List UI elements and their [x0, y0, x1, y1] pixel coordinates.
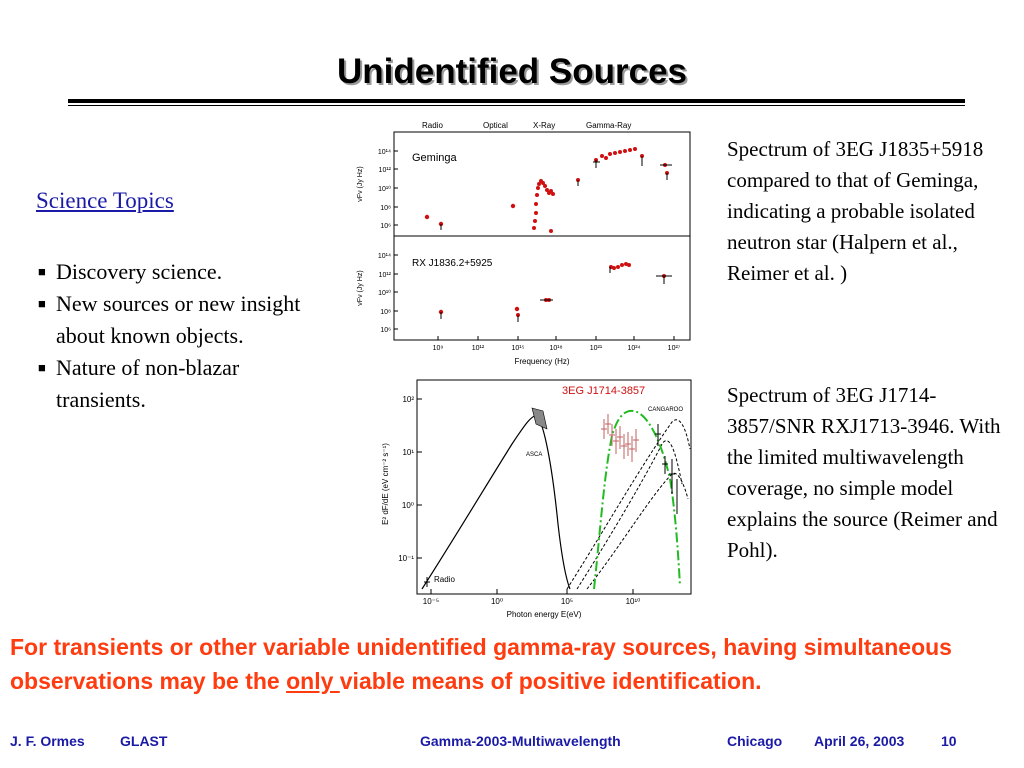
- pion-decay-model-curve: [593, 409, 681, 590]
- asca-butterfly: [531, 407, 548, 430]
- xtick-label: 10¹²: [472, 345, 485, 352]
- bullet-text: New sources or new insight about known o…: [56, 291, 301, 348]
- note-text-underlined: only: [286, 668, 340, 694]
- title-rule-thick: [68, 99, 965, 103]
- ytick-label: 10¹⁴: [378, 149, 391, 156]
- footer-conference: Gamma-2003-Multiwavelength: [420, 733, 621, 749]
- square-bullet-icon: ■: [38, 360, 46, 375]
- ytick-label: 10¹⁰: [378, 289, 391, 297]
- science-topics-list: ■ Discovery science. ■ New sources or new …: [36, 256, 311, 416]
- ytick-label: 10⁶: [380, 327, 391, 334]
- square-bullet-icon: ■: [38, 264, 46, 279]
- source-label: 3EG J1714-3857: [562, 385, 645, 397]
- x-axis-title: Photon energy E(eV): [507, 610, 582, 619]
- note-text-end: viable means of positive identification.: [339, 668, 762, 694]
- ytick-label: 10⁸: [380, 205, 391, 212]
- xtick-label: 10⁵: [561, 597, 573, 606]
- ytick-label: 10⁻¹: [398, 554, 414, 563]
- ytick-label: 10⁶: [380, 223, 391, 230]
- bullet-item: ■ Discovery science.: [36, 256, 311, 288]
- band-label-xray: X-Ray: [533, 121, 555, 130]
- page-title: Unidentified Sources: [336, 52, 688, 91]
- bullet-text: Discovery science.: [56, 259, 223, 284]
- footer-date: April 26, 2003: [814, 733, 905, 749]
- title-rule-thin: [68, 105, 965, 106]
- xtick-label: 10⁹: [433, 345, 444, 352]
- bullet-text: Nature of non-blazar transients.: [56, 355, 240, 412]
- radio-data-point: [424, 577, 430, 587]
- rxj-data-series: [438, 262, 666, 317]
- plot-frame: [416, 379, 692, 595]
- xtick-label: 10⁻⁵: [423, 597, 439, 606]
- band-label-gamma: Gamma-Ray: [586, 121, 631, 130]
- square-bullet-icon: ■: [38, 296, 46, 311]
- cangaroo-label: CANGAROO: [648, 407, 683, 413]
- ytick-label: 10²: [402, 395, 414, 404]
- y-axis-title: E² dF/dE (eV cm⁻² s⁻¹): [381, 443, 390, 525]
- footer-page-number: 10: [941, 733, 957, 749]
- xtick-label: 10²⁷: [668, 345, 681, 352]
- ic-model-curve: [576, 440, 683, 590]
- xtick-label: 10²¹: [590, 345, 603, 352]
- geminga-data-series: [424, 147, 669, 233]
- xtick-label: 10¹⁵: [511, 345, 524, 352]
- ytick-label: 10¹: [402, 448, 414, 457]
- y-axis-title: νFν (Jy Hz): [357, 270, 364, 305]
- geminga-panel-label: Geminga: [412, 152, 458, 164]
- note-text-start: For transients or other variable unident…: [10, 634, 952, 694]
- ytick-label: 10¹⁴: [378, 253, 391, 260]
- xtick-label: 10²⁴: [627, 345, 640, 352]
- snr-spectrum-description: Spectrum of 3EG J1714-3857/SNR RXJ1713-3…: [727, 383, 1001, 562]
- band-label-optical: Optical: [483, 121, 508, 130]
- secondary-model-curve: [586, 472, 689, 590]
- y-axis-title: νFν (Jy Hz): [357, 166, 364, 201]
- x-axis-title: Frequency (Hz): [514, 357, 569, 366]
- geminga-comparison-figure: Radio Optical X-Ray Gamma-Ray 10¹⁴ 10¹² …: [357, 121, 691, 366]
- xtick-label: 10⁰: [491, 597, 503, 606]
- xtick-label: 10¹⁸: [549, 345, 562, 352]
- snr-rxj1713-figure: 10² 10¹ 10⁰ 10⁻¹ 10⁻⁵ 10⁰ 10⁵ 10¹⁰ Photo…: [372, 374, 698, 622]
- footer-author: J. F. Ormes: [10, 733, 85, 749]
- egret-data-points: [601, 414, 639, 462]
- band-label-radio: Radio: [422, 121, 443, 130]
- bottom-panel-frame: [393, 235, 691, 341]
- ytick-label: 10⁰: [402, 501, 414, 510]
- radio-label: Radio: [434, 575, 455, 584]
- geminga-spectrum-description: Spectrum of 3EG J1835+5918 compared to t…: [727, 137, 984, 285]
- rxj-panel-label: RX J1836.2+5925: [412, 258, 493, 269]
- bullet-item: ■ New sources or new insight about known …: [36, 288, 311, 352]
- science-topics-link[interactable]: Science Topics: [36, 188, 174, 213]
- ytick-label: 10¹⁰: [378, 185, 391, 193]
- cangaroo-data-points: [655, 424, 678, 514]
- footer-org: GLAST: [120, 733, 168, 749]
- ytick-label: 10¹²: [379, 272, 392, 279]
- bullet-item: ■ Nature of non-blazar transients.: [36, 352, 311, 416]
- asca-label: ASCA: [526, 452, 542, 458]
- slide-footer: J. F. Ormes GLAST Gamma-2003-Multiwavele…: [0, 733, 1024, 755]
- transients-note: For transients or other variable unident…: [10, 630, 1010, 698]
- ytick-label: 10⁸: [380, 309, 391, 316]
- xtick-label: 10¹⁰: [626, 597, 641, 606]
- footer-city: Chicago: [727, 733, 783, 749]
- bremsstrahlung-model-curve: [566, 419, 691, 590]
- ytick-label: 10¹²: [379, 167, 392, 174]
